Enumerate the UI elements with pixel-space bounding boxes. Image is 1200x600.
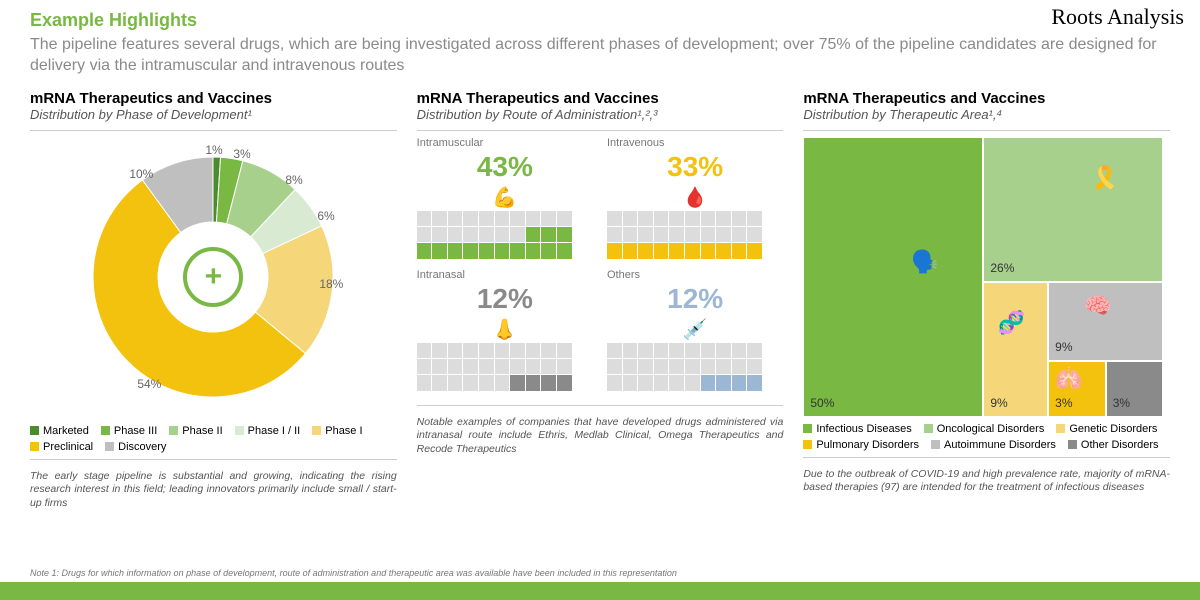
page-subtitle: The pipeline features several drugs, whi…: [30, 35, 1170, 77]
treemap-icon: 🎗️: [1091, 165, 1118, 191]
panel-subtitle: Distribution by Therapeutic Area¹,⁴: [803, 107, 1170, 122]
panel-subtitle: Distribution by Route of Administration¹…: [417, 107, 784, 122]
slice-label: 8%: [285, 173, 302, 187]
panel-therapeutic: mRNA Therapeutics and Vaccines Distribut…: [803, 90, 1170, 511]
panel-caption: Notable examples of companies that have …: [417, 416, 784, 457]
legend-item: Phase III: [101, 425, 157, 437]
waffle-card: Others12%💉: [607, 269, 783, 391]
legend-item: Phase I: [312, 425, 362, 437]
panel-phase: mRNA Therapeutics and Vaccines Distribut…: [30, 90, 397, 511]
waffle-grid: Intramuscular43%💪Intravenous33%🩸Intranas…: [417, 137, 784, 391]
plus-icon: +: [183, 247, 243, 307]
legend-item: Discovery: [105, 441, 166, 453]
slice-label: 3%: [233, 147, 250, 161]
treemap-legend: Infectious Diseases Oncological Disorders…: [803, 423, 1170, 451]
panel-title: mRNA Therapeutics and Vaccines: [417, 90, 784, 107]
panel-route: mRNA Therapeutics and Vaccines Distribut…: [417, 90, 784, 511]
treemap-icon: 🫁: [1055, 366, 1082, 392]
treemap-chart: 50%🗣️26%🎗️9%🧬9%🧠3%🫁3%: [803, 137, 1163, 417]
treemap-cell: 3%: [1106, 361, 1164, 417]
waffle-card: Intravenous33%🩸: [607, 137, 783, 259]
legend-item: Other Disorders: [1068, 439, 1159, 451]
panel-title: mRNA Therapeutics and Vaccines: [30, 90, 397, 107]
legend-item: Phase I / II: [235, 425, 301, 437]
treemap-icon: 🧠: [1084, 293, 1111, 319]
slice-label: 6%: [317, 209, 334, 223]
slice-label: 10%: [129, 167, 153, 181]
treemap-cell: 26%: [983, 137, 1163, 283]
legend-item: Phase II: [169, 425, 222, 437]
waffle-card: Intramuscular43%💪: [417, 137, 593, 259]
footer-bar: [0, 582, 1200, 600]
page-title: Example Highlights: [30, 10, 1170, 31]
slice-label: 54%: [137, 377, 161, 391]
waffle-card: Intranasal12%👃: [417, 269, 593, 391]
legend-item: Pulmonary Disorders: [803, 439, 919, 451]
legend-item: Preclinical: [30, 441, 93, 453]
legend-item: Genetic Disorders: [1056, 423, 1157, 435]
legend-item: Oncological Disorders: [924, 423, 1045, 435]
treemap-cell: 50%: [803, 137, 983, 417]
slice-label: 18%: [319, 277, 343, 291]
panel-title: mRNA Therapeutics and Vaccines: [803, 90, 1170, 107]
slice-label: 1%: [205, 143, 222, 157]
panel-caption: Due to the outbreak of COVID-19 and high…: [803, 468, 1170, 495]
donut-legend: Marketed Phase III Phase II Phase I / II Pha…: [30, 425, 397, 453]
treemap-icon: 🗣️: [911, 249, 938, 275]
treemap-cell: 9%: [983, 282, 1048, 416]
legend-item: Autoimmune Disorders: [931, 439, 1056, 451]
panel-caption: The early stage pipeline is substantial …: [30, 470, 397, 511]
logo: Roots Analysis: [1051, 4, 1184, 30]
legend-item: Marketed: [30, 425, 89, 437]
panel-subtitle: Distribution by Phase of Development¹: [30, 107, 397, 122]
legend-item: Infectious Diseases: [803, 423, 911, 435]
treemap-icon: 🧬: [998, 310, 1025, 336]
footnote: Note 1: Drugs for which information on p…: [30, 568, 677, 578]
